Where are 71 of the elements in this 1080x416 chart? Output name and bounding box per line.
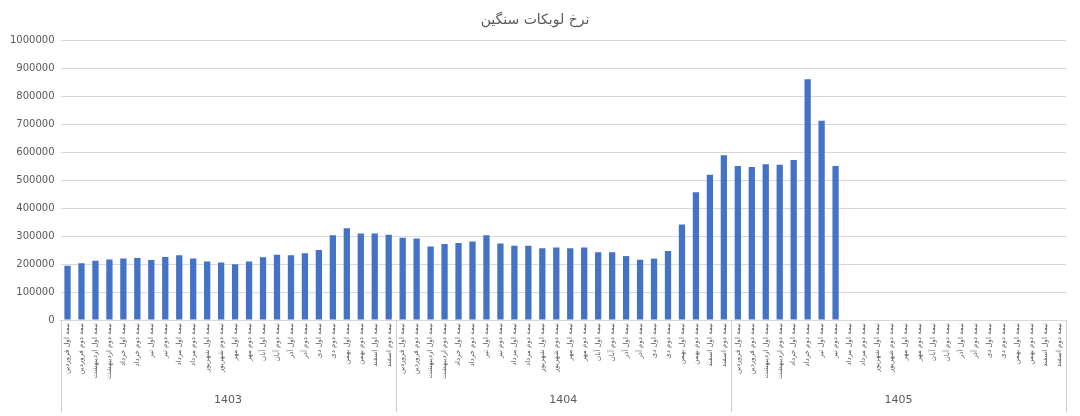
- bar: [287, 255, 295, 320]
- bar: [134, 258, 141, 320]
- y-tick-label: 700000: [16, 118, 55, 130]
- bar: [64, 265, 71, 320]
- bar: [273, 254, 281, 320]
- bar: [511, 245, 518, 320]
- bar: [776, 164, 783, 320]
- bar: [441, 244, 448, 320]
- bar: [78, 263, 85, 320]
- bar: [734, 165, 741, 320]
- bar: [804, 79, 811, 320]
- bar: [678, 224, 686, 320]
- bar: [581, 247, 588, 320]
- bar: [609, 252, 616, 320]
- bar: [357, 233, 364, 320]
- text: 1404: [549, 392, 578, 406]
- y-tick-label: 100000: [16, 285, 55, 297]
- bar: [399, 237, 406, 320]
- bar: [832, 165, 839, 320]
- bar: [469, 241, 476, 320]
- bar: [692, 192, 700, 320]
- bar: [148, 259, 155, 320]
- bar: [622, 256, 630, 320]
- bar: [162, 256, 169, 320]
- text: 1403: [214, 392, 243, 406]
- y-tick-label: 200000: [16, 257, 55, 269]
- chart-title: نرخ لوبکات سنگین: [480, 11, 590, 29]
- bar: [176, 255, 183, 320]
- text: 1405: [884, 392, 913, 406]
- bar: [427, 246, 434, 320]
- y-tick-label: 300000: [16, 229, 55, 241]
- bar: [636, 259, 644, 320]
- bar: [818, 120, 825, 320]
- bar: [539, 248, 546, 320]
- bar: [553, 247, 560, 320]
- y-tick-label: 0: [48, 313, 55, 325]
- bar: [106, 259, 113, 320]
- bar: [497, 243, 504, 320]
- y-tick-label: 600000: [16, 146, 55, 158]
- bar: [413, 238, 420, 320]
- bar: [190, 258, 197, 320]
- bar: [217, 262, 225, 320]
- bar: [92, 260, 99, 320]
- y-tick-label: 400000: [16, 201, 55, 213]
- y-tick-label: 800000: [16, 90, 55, 102]
- y-tick-label: 500000: [16, 174, 55, 185]
- bar: [664, 251, 672, 320]
- bar: [762, 164, 769, 320]
- bar: [595, 252, 602, 320]
- bar: [650, 258, 658, 320]
- bar: [790, 160, 797, 320]
- bar: [748, 167, 755, 320]
- y-tick-label: 900000: [16, 62, 55, 74]
- bar: [204, 261, 211, 320]
- y-tick-label: 1000000: [9, 34, 55, 46]
- bar: [315, 249, 323, 320]
- bar: [259, 257, 267, 320]
- bar: [525, 245, 532, 320]
- bar: [567, 248, 574, 320]
- bar: [231, 264, 239, 320]
- bar: [120, 258, 127, 320]
- bar: [706, 174, 714, 320]
- bar: [371, 233, 378, 320]
- bar: [343, 228, 350, 320]
- bar: [385, 234, 392, 320]
- bar: [301, 253, 309, 320]
- bar: [483, 235, 490, 320]
- bar: [720, 155, 728, 320]
- bar: [329, 235, 336, 320]
- bar: [245, 261, 253, 320]
- bar: [455, 242, 462, 320]
